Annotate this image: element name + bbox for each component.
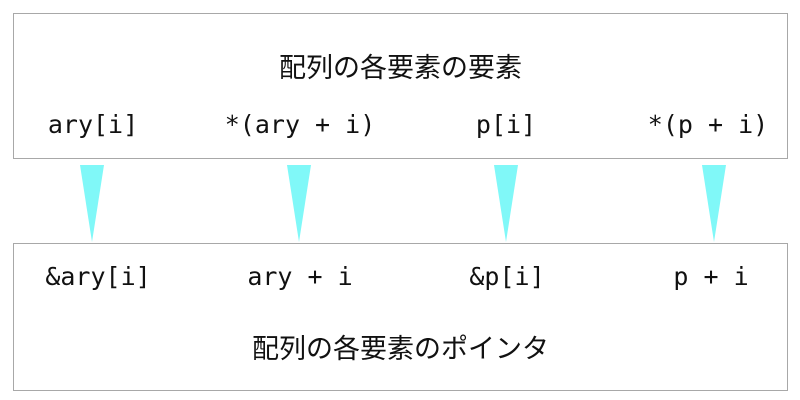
- expr-deref-p-plus-i: *(p + i): [647, 110, 769, 139]
- element-pointers-box: &ary[i] ary + i &p[i] p + i 配列の各要素のポインタ: [13, 243, 788, 391]
- element-values-title: 配列の各要素の要素: [279, 53, 522, 84]
- expr-address-of-p-index: &p[i]: [469, 262, 545, 291]
- element-pointers-title: 配列の各要素のポインタ: [252, 334, 549, 365]
- expr-ary-plus-i: ary + i: [247, 262, 353, 291]
- expr-deref-ary-plus-i: *(ary + i): [224, 110, 376, 139]
- down-arrow-4: [702, 165, 726, 242]
- expr-p-plus-i: p + i: [673, 262, 749, 291]
- down-arrow-2: [287, 165, 311, 242]
- expr-ary-index: ary[i]: [47, 110, 139, 139]
- down-arrow-1: [80, 165, 104, 242]
- expr-p-index: p[i]: [475, 110, 537, 139]
- down-arrow-3: [494, 165, 518, 242]
- element-values-box: 配列の各要素の要素 ary[i] *(ary + i) p[i] *(p + i…: [13, 13, 788, 159]
- expr-address-of-ary-index: &ary[i]: [45, 262, 151, 291]
